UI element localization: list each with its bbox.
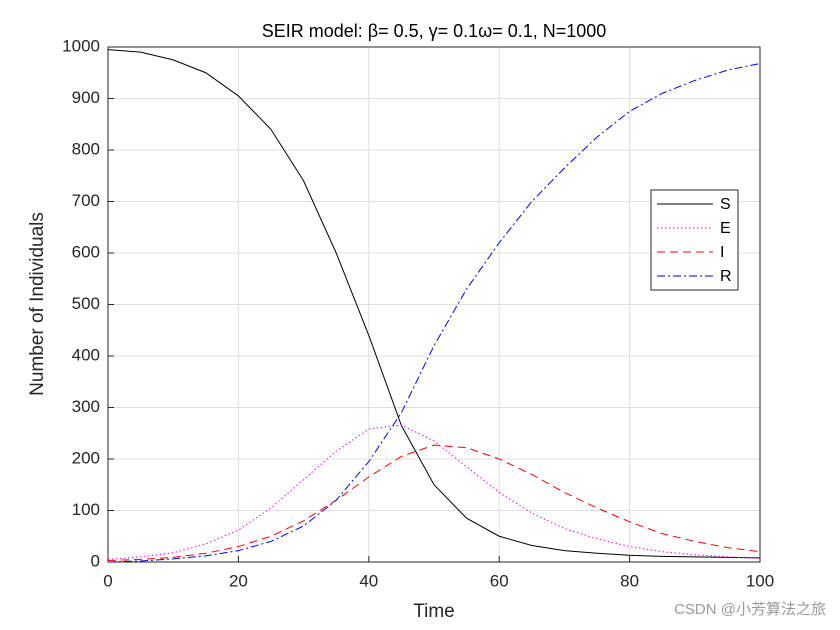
watermark: CSDN @小芳算法之旅 [674, 600, 826, 618]
legend-label: E [720, 220, 731, 237]
x-tick-label: 80 [620, 571, 639, 590]
series-line [107, 424, 761, 560]
y-tick-label: 600 [72, 242, 100, 261]
y-tick-label: 300 [72, 397, 100, 416]
x-tick-label: 20 [229, 571, 248, 590]
series-line [107, 49, 761, 559]
legend-box [650, 189, 739, 291]
y-tick-label: 400 [72, 345, 100, 364]
x-tick-label: 40 [359, 571, 378, 590]
plot-frame [107, 46, 761, 563]
x-tick-label: 60 [490, 571, 509, 590]
y-tick-label: 900 [72, 88, 100, 107]
legend-label: R [720, 268, 732, 285]
y-tick-label: 700 [72, 191, 100, 210]
y-tick-label: 100 [72, 500, 100, 519]
y-tick-label: 0 [91, 551, 100, 570]
series-line [107, 444, 761, 561]
y-axis-label: Number of Individuals [27, 212, 48, 396]
chart-title: SEIR model: β= 0.5, γ= 0.1ω= 0.1, N=1000 [262, 21, 607, 41]
x-tick-label: 0 [103, 571, 112, 590]
x-tick-label: 100 [746, 571, 774, 590]
x-axis-label: Time [413, 601, 455, 622]
y-tick-label: 500 [72, 294, 100, 313]
y-tick-label: 1000 [62, 36, 100, 55]
series-line [107, 62, 761, 563]
legend-label: S [720, 196, 731, 213]
y-tick-label: 800 [72, 139, 100, 158]
legend-label: I [720, 244, 724, 261]
y-tick-label: 200 [72, 448, 100, 467]
